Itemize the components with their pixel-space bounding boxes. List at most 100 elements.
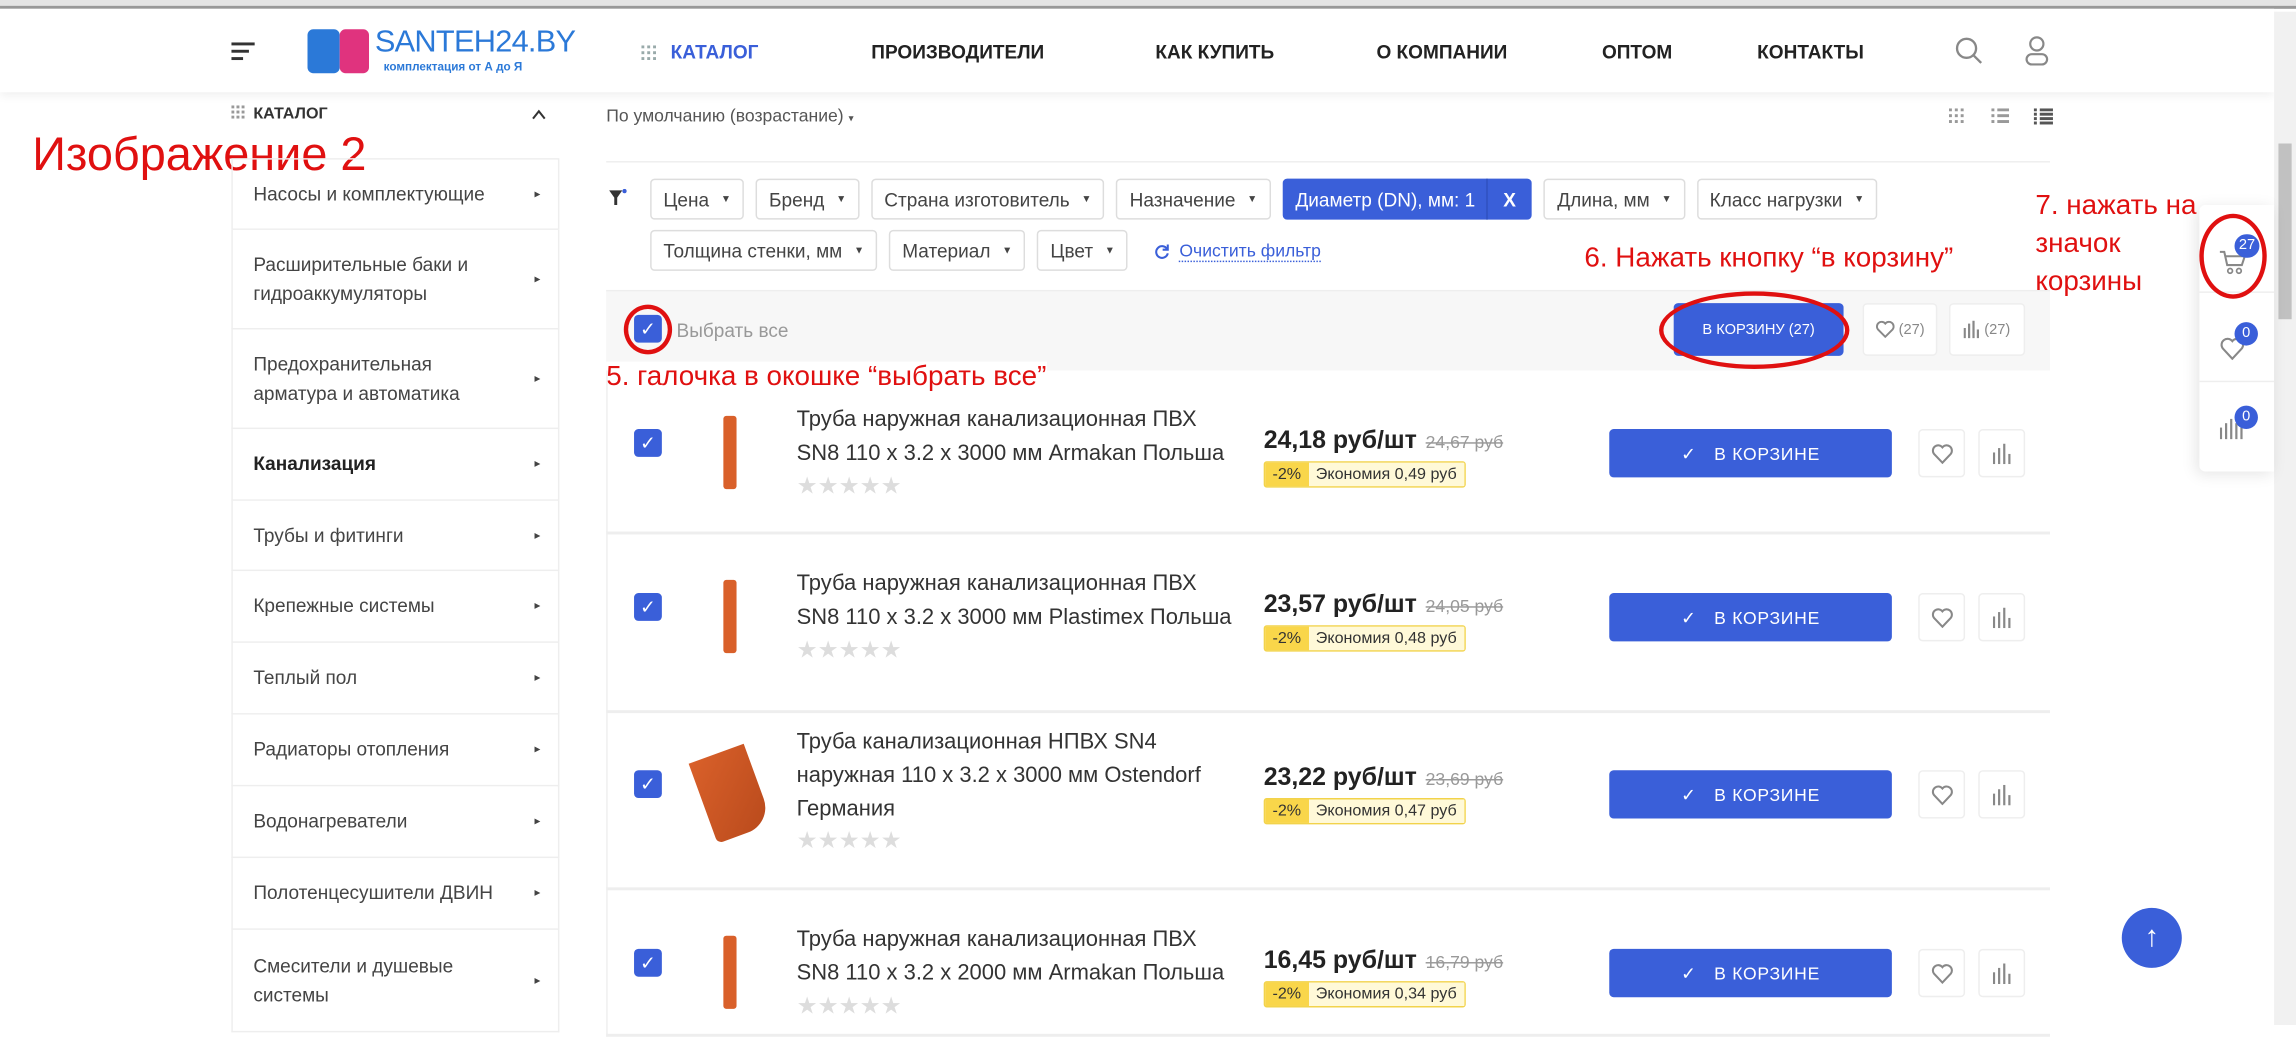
add-all-to-compare-button[interactable]: (27) [1948, 303, 2026, 356]
product-checkbox[interactable]: ✓ [634, 948, 662, 977]
annotation-step7: 7. нажать на значок корзины [2035, 190, 2197, 298]
sidebar-item-sewage[interactable]: Канализация ▸ [231, 429, 560, 501]
rating-stars[interactable]: ★★★★★ [796, 474, 902, 500]
annotation-step6: 6. Нажать кнопку “в корзину” [1584, 243, 1954, 274]
product-checkbox[interactable]: ✓ [634, 429, 662, 457]
product-image[interactable] [690, 573, 771, 661]
compare-icon[interactable] [2219, 418, 2243, 440]
pipe-image [687, 743, 772, 844]
annotation-image-label: Изображение 2 [32, 127, 367, 181]
sidebar-item-floor-heating[interactable]: Теплый пол ▸ [231, 642, 560, 715]
list-view-icon [1991, 108, 2010, 124]
product-title[interactable]: Труба канализационная НПВХ SN4 наружная … [796, 729, 1201, 822]
product-image[interactable] [690, 928, 771, 1016]
sidebar-item-pumps[interactable]: Насосы и комплектующие ▸ [231, 158, 560, 230]
search-icon[interactable] [1955, 37, 1984, 66]
logo-subtitle: комплектация от А до Я [383, 60, 523, 74]
favorite-button[interactable] [1918, 948, 1966, 998]
in-cart-button[interactable]: ✓ В КОРЗИНЕ [1609, 770, 1892, 819]
heart-icon [1931, 963, 1953, 984]
filter-length[interactable]: Длина, мм ▼ [1544, 178, 1685, 220]
sidebar-item-radiators[interactable]: Радиаторы отопления ▸ [231, 714, 560, 787]
check-icon: ✓ [1681, 962, 1697, 984]
nav-contacts[interactable]: КОНТАКТЫ [1757, 41, 1864, 63]
sidebar-item-heaters[interactable]: Водонагреватели ▸ [231, 786, 560, 859]
compare-count-badge: 0 [2234, 405, 2258, 430]
favorite-button[interactable] [1918, 429, 1966, 478]
compare-button[interactable] [1978, 429, 2026, 478]
product-checkbox[interactable]: ✓ [634, 593, 662, 621]
sidebar-title[interactable]: КАТАЛОГ [231, 105, 328, 124]
filter-wall-thickness[interactable]: Толщина стенки, мм ▼ [650, 229, 878, 271]
favorite-button[interactable] [1918, 770, 1966, 819]
hamburger-menu-icon[interactable] [231, 41, 255, 62]
scroll-to-top-button[interactable]: ↑ [2121, 907, 2182, 968]
in-cart-button[interactable]: ✓ В КОРЗИНЕ [1609, 429, 1892, 478]
rating-stars[interactable]: ★★★★★ [796, 994, 902, 1020]
clear-filter-link[interactable]: Очистить фильтр [1154, 239, 1321, 262]
product-row: ✓ Труба наружная канализационная ПВХ SN8 … [606, 890, 2051, 1037]
nav-manufacturers[interactable]: ПРОИЗВОДИТЕЛИ [871, 41, 1045, 63]
grid-icon [231, 105, 245, 119]
sidebar-item-towel-dryers[interactable]: Полотенцесушители ДВИН ▸ [231, 858, 560, 930]
filter-color[interactable]: Цвет ▼ [1037, 229, 1129, 271]
scrollbar[interactable] [2274, 11, 2296, 1026]
chevron-up-icon[interactable] [532, 108, 547, 120]
in-cart-button[interactable]: ✓ В КОРЗИНЕ [1609, 948, 1892, 998]
product-title[interactable]: Труба наружная канализационная ПВХ SN8 1… [796, 926, 1225, 986]
rating-stars[interactable]: ★★★★★ [796, 828, 902, 854]
filter-country[interactable]: Страна изготовитель ▼ [871, 178, 1105, 220]
compare-button[interactable] [1978, 770, 2026, 819]
annotation-circle-cart-button [1659, 291, 1850, 370]
discount-badge: -2% Экономия 0,48 руб [1263, 625, 1466, 652]
grid-icon [641, 45, 657, 61]
in-cart-button[interactable]: ✓ В КОРЗИНЕ [1609, 593, 1892, 642]
check-icon: ✓ [1681, 442, 1697, 464]
remove-filter-button[interactable]: X [1486, 178, 1531, 220]
product-row: ✓ Труба канализационная НПВХ SN4 наружная… [606, 713, 2051, 891]
filter-price[interactable]: Цена ▼ [650, 178, 745, 220]
nav-label: КАТАЛОГ [670, 41, 759, 63]
filter-row-2: Толщина стенки, мм ▼ Материал ▼ Цвет ▼ Очис… [650, 229, 1321, 271]
logo-text: SANTEH24.BY [374, 24, 576, 59]
old-price: 23,69 руб [1425, 768, 1504, 790]
favorite-button[interactable] [1918, 593, 1966, 642]
filter-purpose[interactable]: Назначение ▼ [1116, 178, 1271, 220]
product-title[interactable]: Труба наружная канализационная ПВХ SN8 1… [796, 571, 1232, 630]
product-image[interactable] [687, 743, 772, 844]
filter-load-class[interactable]: Класс нагрузки ▼ [1696, 178, 1878, 220]
check-icon: ✓ [1681, 606, 1697, 628]
nav-catalog[interactable]: КАТАЛОГ [641, 41, 758, 63]
sort-select[interactable]: По умолчанию (возрастание) ▾ [606, 105, 854, 126]
select-all-label: Выбрать все [676, 319, 789, 342]
site-header: SANTEH24.BY комплектация от А до Я КАТАЛ… [0, 8, 2275, 93]
sidebar-item-safety[interactable]: Предохранительная арматура и автоматика ▸ [231, 329, 560, 430]
filter-brand[interactable]: Бренд ▼ [755, 178, 860, 220]
logo-tap-icon [307, 29, 340, 74]
logo-pipe-icon [339, 29, 370, 74]
user-icon[interactable] [2024, 35, 2050, 67]
product-price: 16,45 руб/шт 16,79 руб [1263, 945, 1504, 974]
product-title[interactable]: Труба наружная канализационная ПВХ SN8 1… [796, 407, 1225, 466]
product-image[interactable] [690, 409, 771, 497]
sidebar-item-mixers[interactable]: Смесители и душевые системы ▸ [231, 929, 560, 1033]
sidebar-title-label: КАТАЛОГ [253, 105, 328, 124]
add-all-to-favorites-button[interactable]: (27) [1862, 303, 1938, 356]
refresh-icon [1155, 243, 1170, 259]
compare-button[interactable] [1978, 948, 2026, 998]
sidebar-item-tanks[interactable]: Расширительные баки и гидроаккумуляторы ▸ [231, 229, 560, 330]
nav-how-to-buy[interactable]: КАК КУПИТЬ [1155, 41, 1275, 63]
sidebar-item-fasteners[interactable]: Крепежные системы ▸ [231, 571, 560, 643]
filter-icon [609, 188, 627, 206]
nav-wholesale[interactable]: ОПТОМ [1601, 41, 1673, 63]
nav-about[interactable]: О КОМПАНИИ [1376, 41, 1508, 63]
view-toggle-icons[interactable] [1948, 108, 2054, 126]
sidebar-item-pipes[interactable]: Трубы и фитинги ▸ [231, 500, 560, 572]
compare-button[interactable] [1978, 593, 2026, 642]
filter-material[interactable]: Материал ▼ [889, 229, 1026, 271]
product-checkbox[interactable]: ✓ [634, 770, 662, 799]
pipe-image [723, 935, 737, 1009]
product-price: 24,18 руб/шт 24,67 руб [1263, 426, 1504, 454]
rating-stars[interactable]: ★★★★★ [796, 638, 902, 664]
